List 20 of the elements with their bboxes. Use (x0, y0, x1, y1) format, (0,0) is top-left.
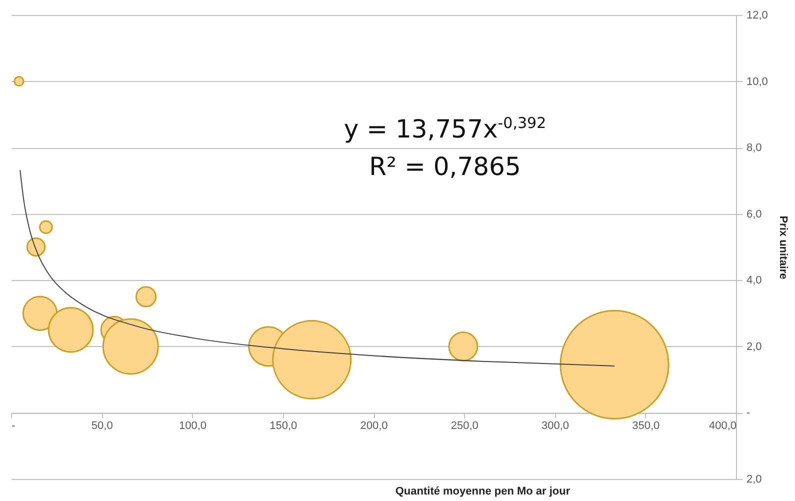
y-tick-label: 2,0 (746, 340, 762, 353)
x-tick-label: 250,0 (450, 420, 478, 432)
y-tick-label: 10,0 (746, 76, 768, 88)
y-tick-label: 12,0 (746, 10, 768, 22)
x-tick-label: 300,0 (541, 420, 570, 432)
y-tick-label: 6,0 (746, 208, 762, 220)
x-axis-title: Quantité moyenne pen Mo ar jour (395, 486, 571, 498)
equation-note: y = 13,757x$^{-0,392}$ R² = 0,7865 (342, 113, 548, 184)
x-tick-label: - (12, 420, 16, 432)
x-tick-label: 400,0 (708, 420, 736, 432)
y-tick-label: 2,0 (746, 474, 762, 486)
y-tick-label: 4,0 (746, 274, 762, 287)
x-tick-label: 350,0 (632, 420, 660, 432)
x-tick-label: 50,0 (91, 420, 113, 432)
y-axis-title: Prix unitaire (776, 216, 789, 280)
x-tick-label: 150,0 (270, 420, 298, 432)
x-tick-label: 100,0 (178, 420, 207, 432)
y-tick-label: 8,0 (746, 142, 762, 154)
y-tick-label: - (746, 407, 750, 420)
x-tick-label: 200,0 (360, 420, 388, 432)
